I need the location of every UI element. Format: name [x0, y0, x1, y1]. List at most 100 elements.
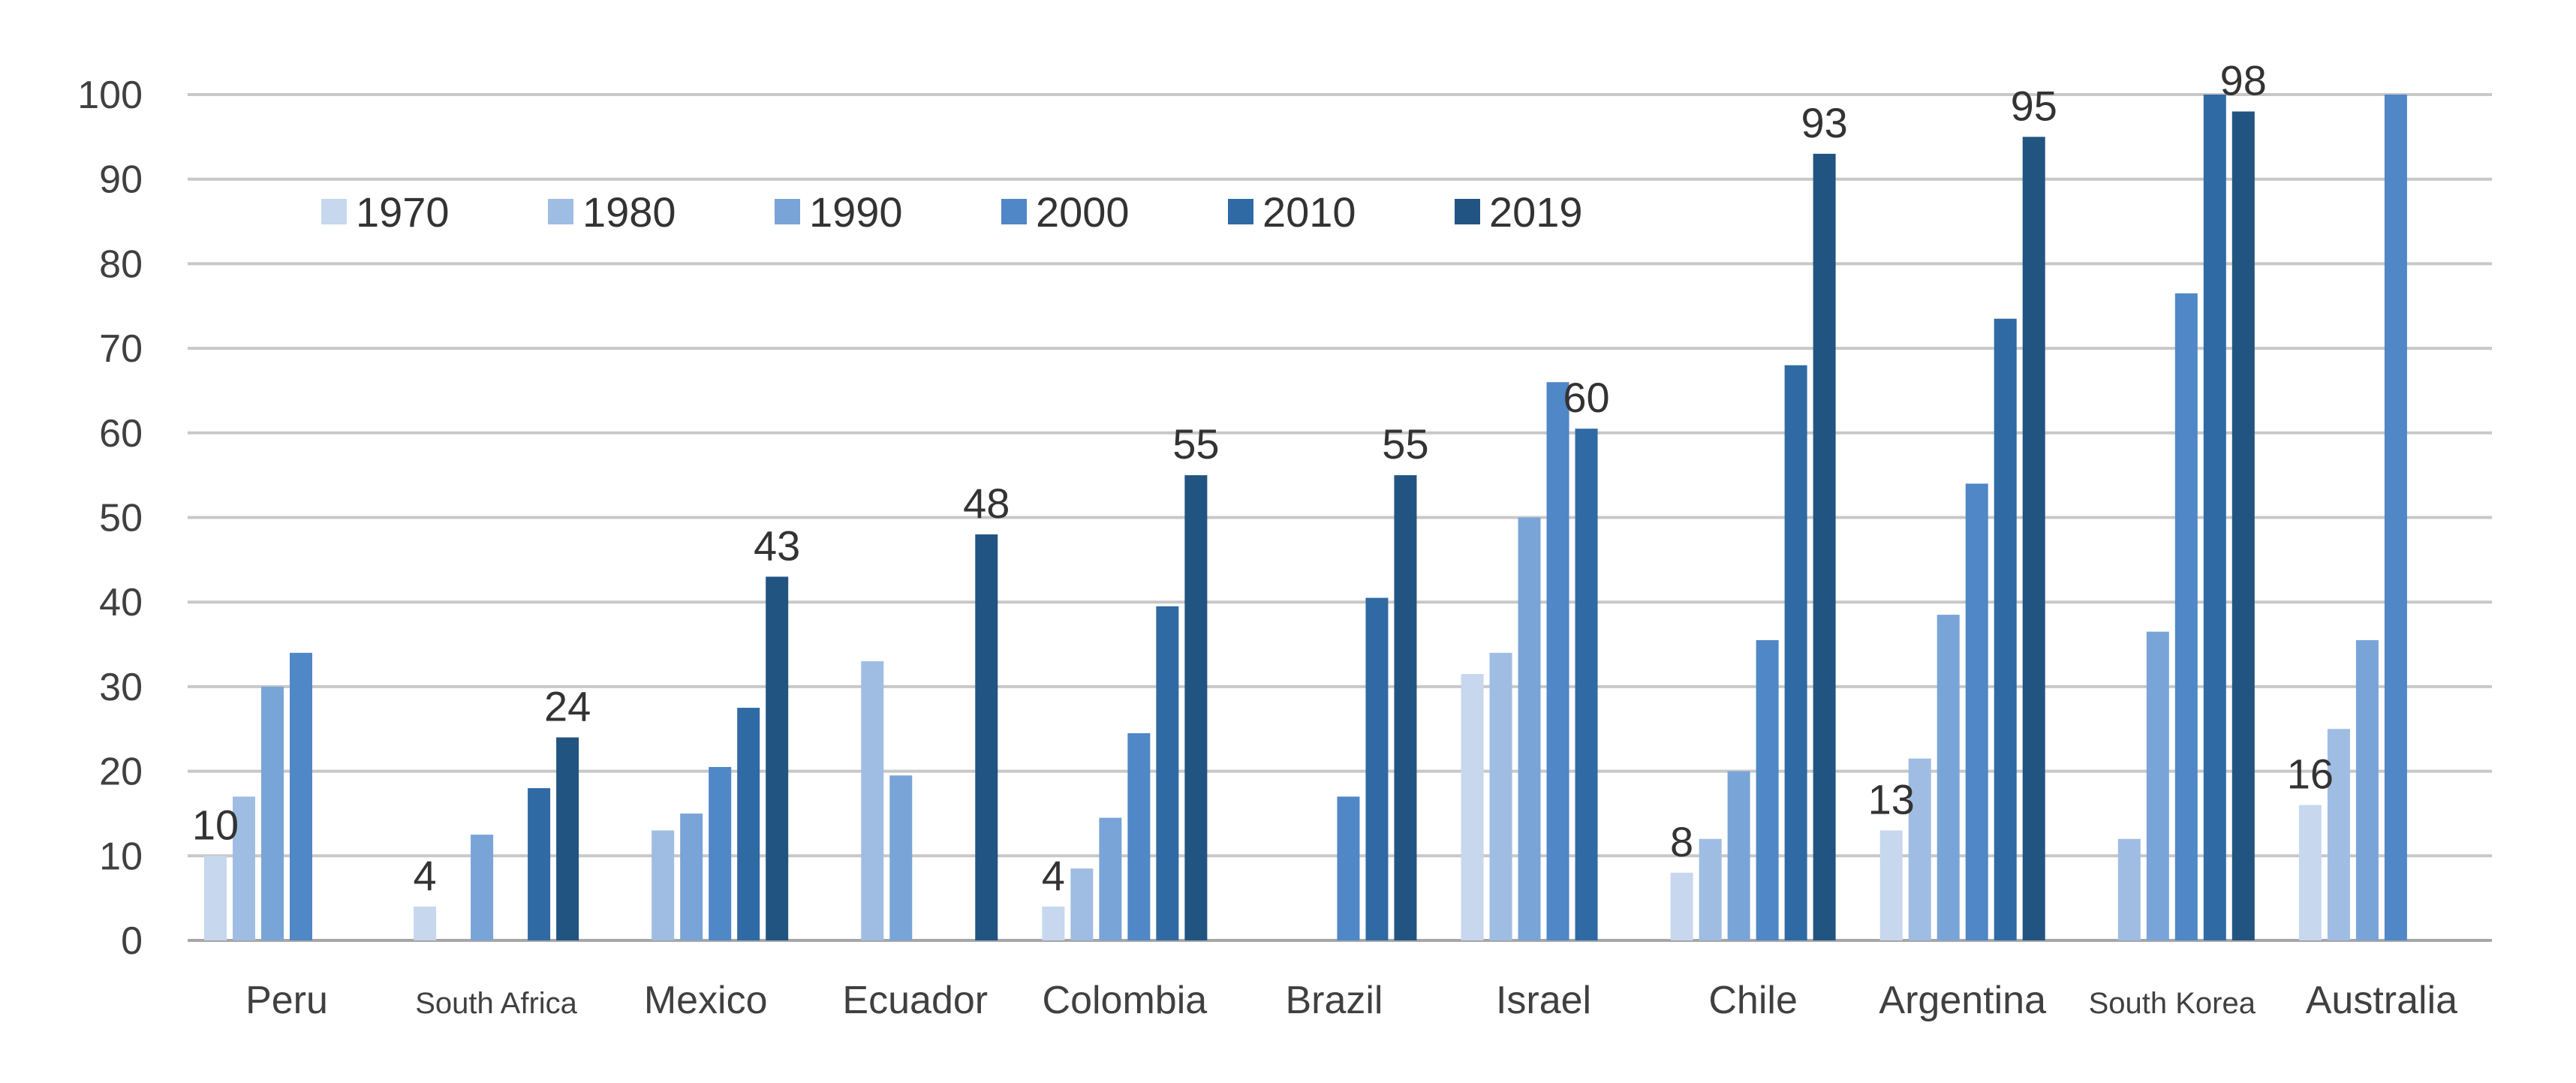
bar-brazil-2010 [1365, 597, 1389, 940]
bar-colombia-1970 [1042, 906, 1065, 940]
category-label: South Korea [2089, 987, 2256, 1020]
bar-australia-1970 [2298, 805, 2322, 940]
data-label: 4 [414, 852, 437, 899]
data-label: 48 [963, 480, 1010, 527]
bar-south-korea-2019 [2231, 111, 2255, 940]
data-label: 93 [1801, 99, 1847, 146]
bar-peru-1970 [204, 856, 227, 940]
data-label: 8 [1670, 818, 1693, 865]
bar-south-africa-2019 [556, 737, 579, 940]
bar-ecuador-1980 [861, 661, 884, 940]
bar-peru-1990 [261, 686, 284, 940]
bar-mexico-1980 [652, 830, 675, 940]
bar-colombia-1990 [1099, 817, 1122, 940]
bar-colombia-2000 [1127, 733, 1151, 940]
bar-south-korea-1980 [2117, 838, 2141, 940]
bar-australia-1990 [2355, 639, 2379, 940]
y-tick-label: 70 [99, 327, 143, 371]
bar-colombia-1980 [1070, 868, 1094, 940]
bar-brazil-2000 [1337, 796, 1360, 940]
bar-colombia-2010 [1156, 606, 1179, 940]
y-axis-ticks: 0 10 20 30 40 50 60 70 80 90 100 [77, 74, 143, 963]
legend-label-1970: 1970 [356, 188, 450, 236]
bars [204, 95, 2407, 941]
bar-brazil-2019 [1394, 475, 1417, 940]
bar-chile-2019 [1813, 153, 1836, 940]
bar-peru-2000 [290, 652, 312, 940]
legend-label-2019: 2019 [1489, 188, 1583, 236]
category-label: Ecuador [842, 979, 988, 1022]
y-tick-label: 90 [99, 158, 143, 202]
bar-argentina-2019 [2022, 137, 2045, 941]
legend-swatch-1980 [548, 199, 573, 224]
data-label: 13 [1868, 775, 1915, 823]
bar-israel-1980 [1489, 652, 1512, 940]
bar-south-africa-1990 [471, 835, 494, 940]
legend-label-2010: 2010 [1262, 188, 1356, 236]
legend-swatch-2010 [1228, 199, 1253, 224]
bar-mexico-2010 [737, 708, 760, 940]
bar-argentina-2000 [1965, 483, 1988, 940]
bar-chile-2010 [1784, 365, 1807, 940]
data-label: 16 [2287, 751, 2334, 798]
category-label: Colombia [1043, 979, 1208, 1022]
bar-south-korea-2010 [2203, 95, 2226, 940]
bar-chile-2000 [1756, 639, 1779, 940]
bar-argentina-2010 [1994, 318, 2017, 940]
data-label: 43 [754, 522, 800, 569]
bar-israel-1990 [1518, 517, 1541, 940]
bar-south-africa-1970 [414, 906, 437, 940]
y-tick-label: 20 [99, 751, 143, 794]
bar-south-africa-2010 [528, 788, 551, 940]
bar-south-korea-2000 [2174, 293, 2198, 941]
bar-mexico-2000 [709, 766, 732, 940]
data-label: 55 [1172, 420, 1219, 468]
y-tick-label: 40 [99, 581, 143, 624]
legend-swatch-1990 [775, 199, 800, 224]
x-axis-categories: Peru South Africa Mexico Ecuador Colombia Bra… [245, 979, 2457, 1022]
data-labels: 10 4 24 43 48 4 55 55 60 8 93 13 95 98 16 [192, 57, 2334, 899]
bar-ecuador-2019 [975, 534, 998, 940]
bar-argentina-1980 [1908, 758, 1931, 940]
bar-chile-1980 [1699, 838, 1722, 940]
y-tick-label: 50 [99, 497, 143, 540]
data-label: 4 [1042, 852, 1065, 899]
bar-israel-2010 [1575, 429, 1598, 940]
bar-colombia-2019 [1184, 475, 1208, 940]
bar-argentina-1990 [1937, 615, 1960, 940]
category-label: Argentina [1879, 979, 2046, 1022]
category-label: Chile [1708, 979, 1798, 1022]
y-tick-label: 30 [99, 666, 143, 709]
data-label: 10 [192, 801, 239, 848]
legend-label-2000: 2000 [1036, 188, 1130, 236]
bar-mexico-1990 [680, 813, 703, 940]
legend: 1970 1980 1990 2000 2010 2019 [321, 188, 1583, 236]
data-label: 24 [544, 683, 591, 730]
bar-mexico-2019 [766, 576, 789, 940]
bar-peru-1980 [233, 796, 255, 940]
bar-chile-1970 [1670, 872, 1693, 940]
bar-chile-1990 [1727, 771, 1750, 940]
category-label: Mexico [644, 979, 768, 1022]
bar-australia-1980 [2327, 729, 2350, 940]
legend-label-1980: 1980 [582, 188, 676, 236]
data-label: 95 [2011, 82, 2057, 129]
bar-argentina-1970 [1879, 830, 1903, 940]
data-label: 55 [1382, 420, 1428, 468]
bar-israel-1970 [1461, 673, 1484, 940]
legend-label-1990: 1990 [809, 188, 903, 236]
category-label: Australia [2306, 979, 2457, 1022]
y-tick-label: 100 [77, 74, 143, 117]
legend-swatch-1970 [321, 199, 347, 224]
bar-south-korea-1990 [2146, 631, 2169, 940]
y-tick-label: 80 [99, 242, 143, 286]
bar-australia-2000 [2384, 95, 2407, 940]
y-tick-label: 60 [99, 412, 143, 456]
legend-swatch-2000 [1001, 199, 1027, 224]
category-label: South Africa [415, 987, 577, 1020]
y-tick-label: 0 [121, 919, 143, 963]
category-label: Peru [245, 979, 328, 1022]
category-label: Israel [1496, 979, 1591, 1022]
category-label: Brazil [1285, 979, 1383, 1022]
data-label: 60 [1563, 374, 1609, 421]
